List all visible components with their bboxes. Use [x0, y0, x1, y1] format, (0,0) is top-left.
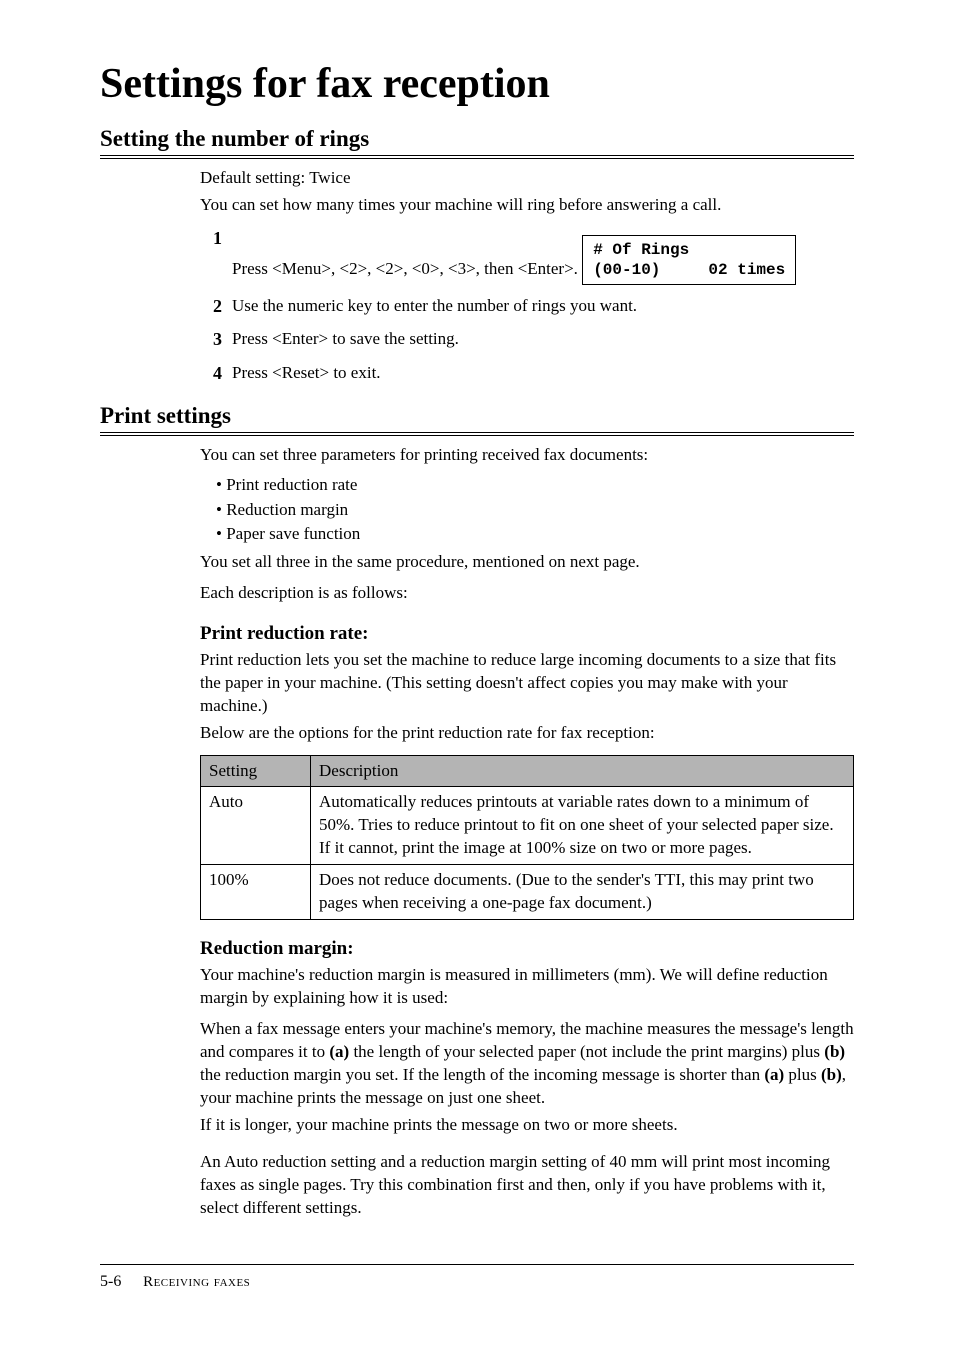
step-2: 2 Use the numeric key to enter the numbe…	[200, 295, 854, 318]
step-number: 3	[200, 328, 222, 351]
page-footer: 5-6 Receiving faxes	[100, 1264, 854, 1291]
subheading-reduction-margin: Reduction margin:	[200, 938, 854, 960]
rm-p2-plus: plus	[784, 1065, 821, 1084]
cell-setting: 100%	[201, 865, 311, 920]
reduction-rate-p1: Print reduction lets you set the machine…	[200, 649, 854, 718]
section-rule-thin	[100, 158, 854, 159]
bullet-reduction-rate: Print reduction rate	[200, 473, 854, 498]
step-4-text: Press <Reset> to exit.	[232, 362, 854, 385]
page-title: Settings for fax reception	[100, 60, 854, 108]
step-2-text: Use the numeric key to enter the number …	[232, 295, 854, 318]
reduction-margin-p4: An Auto reduction setting and a reductio…	[200, 1151, 854, 1220]
table-header-row: Setting Description	[201, 755, 854, 787]
step-number: 2	[200, 295, 222, 318]
rm-p2-mid2: the reduction margin you set. If the len…	[200, 1065, 764, 1084]
reduction-margin-p3: If it is longer, your machine prints the…	[200, 1114, 854, 1137]
rings-default: Default setting: Twice	[200, 167, 854, 190]
th-description: Description	[311, 755, 854, 787]
print-bullets: Print reduction rate Reduction margin Pa…	[200, 473, 854, 547]
section-rule-thick	[100, 155, 854, 156]
section-rule-thick	[100, 432, 854, 433]
reduction-rate-table: Setting Description Auto Automatically r…	[200, 755, 854, 921]
step-3-text: Press <Enter> to save the setting.	[232, 328, 854, 351]
lcd-display: # Of Rings (00-10) 02 times	[582, 235, 796, 285]
rings-intro: You can set how many times your machine …	[200, 194, 854, 217]
rings-content: Default setting: Twice You can set how m…	[200, 167, 854, 385]
step-1: 1 Press <Menu>, <2>, <2>, <0>, <3>, then…	[200, 227, 854, 285]
bullet-reduction-margin: Reduction margin	[200, 498, 854, 523]
reduction-margin-p2: When a fax message enters your machine's…	[200, 1018, 854, 1110]
step-1-text: Press <Menu>, <2>, <2>, <0>, <3>, then <…	[232, 259, 578, 278]
step-4: 4 Press <Reset> to exit.	[200, 362, 854, 385]
print-content: You can set three parameters for printin…	[200, 444, 854, 1219]
rm-p2-mid1: the length of your selected paper (not i…	[349, 1042, 824, 1061]
table-row: 100% Does not reduce documents. (Due to …	[201, 865, 854, 920]
footer-section: Receiving faxes	[143, 1274, 250, 1290]
step-number: 4	[200, 362, 222, 385]
section-heading-print: Print settings	[100, 403, 854, 429]
print-sameproc: You set all three in the same procedure,…	[200, 551, 854, 574]
cell-description: Automatically reduces printouts at varia…	[311, 787, 854, 865]
step-number: 1	[200, 227, 222, 250]
footer-page-number: 5-6	[100, 1273, 121, 1290]
reduction-rate-p2: Below are the options for the print redu…	[200, 722, 854, 745]
rm-p2-a2: (a)	[764, 1065, 784, 1084]
print-eachdesc: Each description is as follows:	[200, 582, 854, 605]
step-3: 3 Press <Enter> to save the setting.	[200, 328, 854, 351]
section-rule-thin	[100, 435, 854, 436]
cell-description: Does not reduce documents. (Due to the s…	[311, 865, 854, 920]
subheading-reduction-rate: Print reduction rate:	[200, 623, 854, 645]
bullet-paper-save: Paper save function	[200, 522, 854, 547]
rings-steps: 1 Press <Menu>, <2>, <2>, <0>, <3>, then…	[200, 227, 854, 385]
rm-p2-b2: (b)	[821, 1065, 842, 1084]
print-intro: You can set three parameters for printin…	[200, 444, 854, 467]
section-heading-rings: Setting the number of rings	[100, 126, 854, 152]
th-setting: Setting	[201, 755, 311, 787]
cell-setting: Auto	[201, 787, 311, 865]
reduction-margin-p1: Your machine's reduction margin is measu…	[200, 964, 854, 1010]
table-row: Auto Automatically reduces printouts at …	[201, 787, 854, 865]
rm-p2-a: (a)	[329, 1042, 349, 1061]
rm-p2-b: (b)	[824, 1042, 845, 1061]
